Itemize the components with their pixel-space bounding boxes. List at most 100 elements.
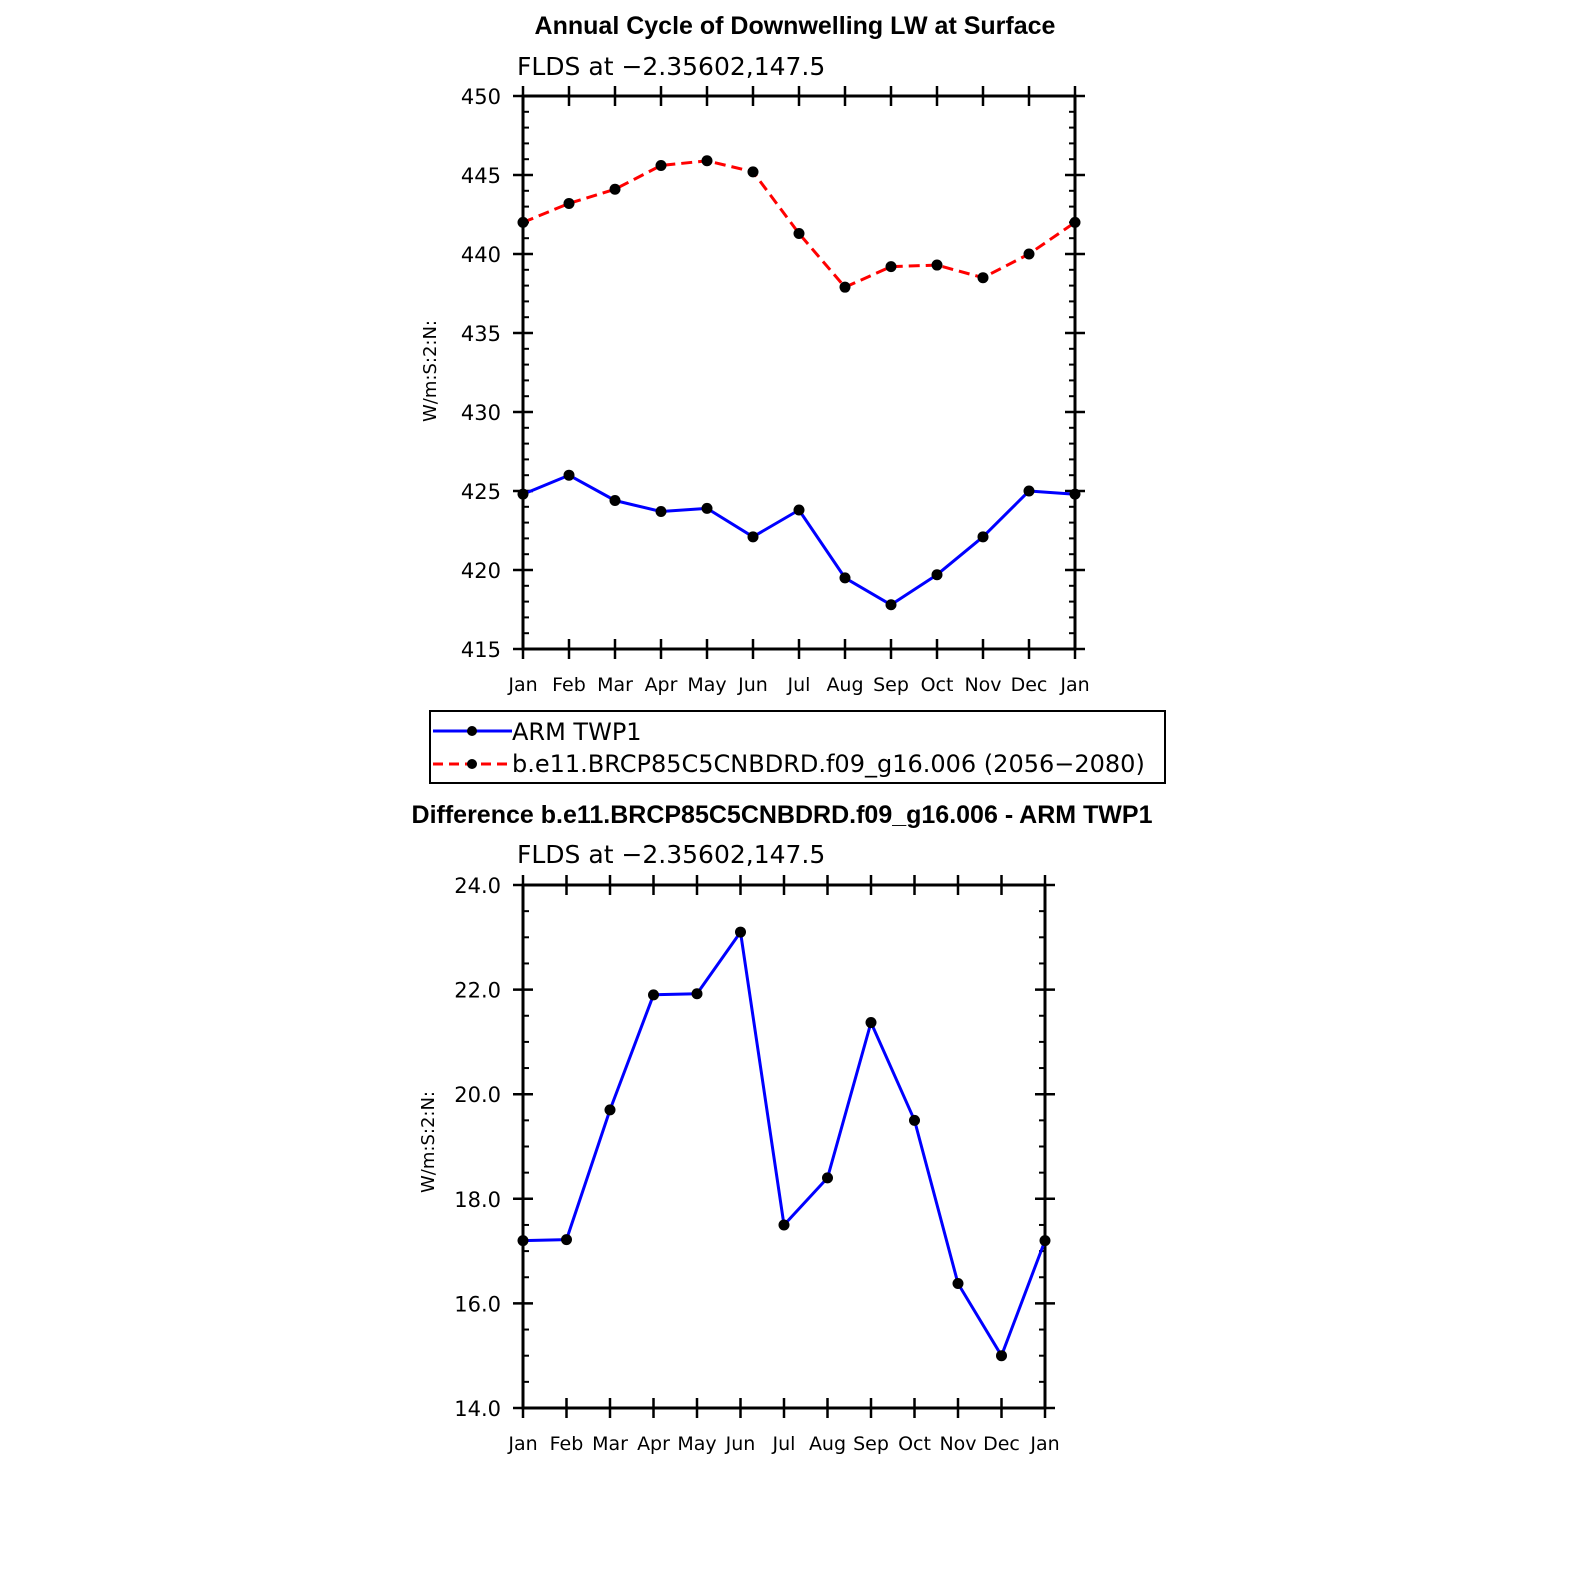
x-tick-label: Sep [873,674,909,696]
y-tick-label: 415 [461,638,501,662]
y-tick-label: 425 [461,480,501,504]
legend-marker-arm [467,726,477,736]
x-tick-label: Mar [597,674,633,696]
x-tick-label: Mar [592,1433,628,1455]
y-tick-label: 16.0 [454,1292,501,1316]
series-0-point [655,506,667,518]
axis-ticks [513,875,1055,1418]
x-tick-label: Aug [826,674,863,696]
series-0-point [996,1350,1007,1362]
legend-label-model: b.e11.BRCP85C5CNBDRD.f09_g16.006 (2056−2… [512,750,1145,778]
x-tick-label: Feb [550,1433,584,1455]
y-tick-label: 22.0 [454,979,501,1003]
series-0-point [839,572,851,584]
x-tick-label: May [687,674,726,696]
series-1-point [609,183,621,195]
y-tick-label: 20.0 [454,1083,501,1107]
legend-box [429,710,1166,784]
x-tick-labels: Jan Feb Mar Apr May Jun Jul Aug Sep Oct Nov Dec Jan [507,674,1089,696]
y-axis-label: W/m:S:2:N: [420,320,441,422]
series-1-point [563,197,575,209]
chart-subtitle: FLDS at −2.35602,147.5 [517,52,825,81]
legend-label-arm: ARM TWP1 [512,718,642,746]
series-1-point [793,227,805,239]
y-tick-label: 24.0 [454,874,501,898]
series-0-point [735,926,746,938]
x-tick-label: Sep [853,1433,889,1455]
x-tick-label: Jul [787,674,811,696]
x-tick-label: Aug [809,1433,846,1455]
series-0-point [701,502,713,514]
x-tick-label: Oct [921,674,954,696]
x-tick-label: Jan [507,674,537,696]
y-tick-label: 430 [461,401,501,425]
series-0-point [1023,485,1035,497]
series-0-point [563,469,575,481]
series-0-point [1039,1235,1051,1247]
series-0-point [561,1234,572,1246]
series-0-point [1069,488,1081,500]
x-tick-label: Jun [737,674,768,696]
data-series [517,155,1081,611]
x-tick-label: Jun [725,1433,756,1455]
chart-title: Annual Cycle of Downwelling LW at Surfac… [535,12,1056,40]
y-tick-labels: 415 420 425 430 435 440 445 450 [461,85,501,662]
series-0-point [865,1017,877,1029]
series-1-point [655,160,667,172]
plot-frame [521,94,1077,651]
series-1-point [517,216,529,228]
y-tick-labels: 14.0 16.0 18.0 20.0 22.0 24.0 [454,874,501,1421]
x-tick-label: Jul [772,1433,796,1455]
chart-title: Difference b.e11.BRCP85C5CNBDRD.f09_g16.… [412,801,1153,829]
series-1-point [701,155,713,167]
data-series [517,926,1051,1362]
y-tick-label: 435 [461,322,501,346]
series-1-point [885,261,897,273]
series-0-point [691,988,703,1000]
x-tick-labels: Jan Feb Mar Apr May Jun Jul Aug Sep Oct Nov Dec Jan [507,1433,1059,1455]
series-line-0 [522,930,1047,1358]
x-tick-label: Jan [1059,674,1089,696]
x-tick-label: Dec [1011,674,1048,696]
x-tick-label: Apr [645,674,678,696]
series-0-point [793,504,805,516]
x-tick-label: Jan [507,1433,537,1455]
series-0-point [977,531,989,543]
y-tick-label: 14.0 [454,1397,501,1421]
series-0-point [747,531,759,543]
y-tick-label: 450 [461,85,501,109]
series-1-point [977,272,989,284]
chart-subtitle: FLDS at −2.35602,147.5 [517,840,825,869]
series-0-point [822,1172,833,1184]
y-tick-label: 440 [461,243,501,267]
legend-marker-model [467,759,477,769]
series-1-point [931,259,943,271]
series-0-point [885,599,897,611]
series-1-point [1069,216,1081,228]
series-0-point [604,1104,616,1116]
x-tick-label: Dec [983,1433,1020,1455]
series-1-point [839,281,851,293]
series-1-point [747,166,759,178]
series-line-1 [522,159,1076,289]
series-line-0 [522,473,1076,607]
series-0-point [517,1235,529,1247]
y-axis-label: W/m:S:2:N: [418,1091,439,1193]
y-tick-label: 445 [461,164,501,188]
y-tick-label: 420 [461,559,501,583]
series-0-point [909,1114,920,1126]
series-0-point [648,989,659,1001]
x-tick-label: Oct [898,1433,931,1455]
difference-chart: Difference b.e11.BRCP85C5CNBDRD.f09_g16.… [412,801,1153,1455]
x-tick-label: Jan [1029,1433,1059,1455]
legend: ARM TWP1 b.e11.BRCP85C5CNBDRD.f09_g16.00… [429,710,1166,784]
x-tick-label: Feb [552,674,586,696]
series-0-point [517,488,529,500]
annual-cycle-chart: Annual Cycle of Downwelling LW at Surfac… [420,12,1090,696]
series-1-point [1023,248,1035,260]
x-tick-label: Nov [964,674,1001,696]
x-tick-label: Apr [637,1433,670,1455]
series-0-point [952,1278,964,1290]
axis-ticks [513,86,1085,659]
